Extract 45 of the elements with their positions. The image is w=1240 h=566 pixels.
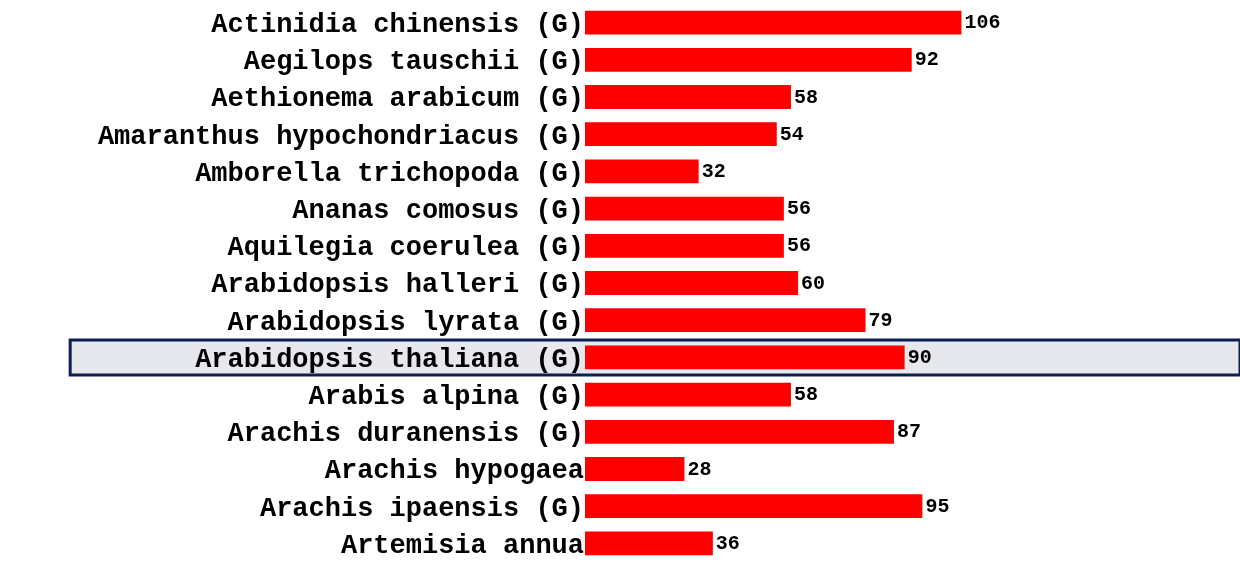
y-tick-label: Arachis hypogaea [324, 456, 584, 487]
bar [585, 531, 713, 556]
bar [585, 159, 699, 184]
bar [585, 382, 791, 407]
y-tick-label: Aegilops tauschii (G) [243, 47, 584, 78]
bar [585, 85, 791, 109]
data-label: 36 [715, 531, 740, 555]
data-label: 54 [779, 122, 804, 146]
y-tick-label: Arabidopsis lyrata (G) [227, 307, 584, 338]
bar [585, 47, 912, 72]
y-tick-label: Arabidopsis halleri (G) [211, 270, 584, 301]
data-label: 60 [801, 271, 826, 295]
bar [585, 419, 894, 444]
data-label: 87 [896, 420, 921, 444]
y-tick-label: Arachis ipaensis (G) [259, 493, 584, 524]
data-label: 28 [687, 457, 712, 481]
data-label: 56 [786, 197, 811, 221]
data-label: 32 [701, 159, 726, 183]
data-label: 95 [925, 494, 950, 518]
data-label: 58 [793, 85, 818, 109]
y-tick-label: Arachis duranensis (G) [227, 419, 584, 450]
y-tick-label: Artemisia annua [340, 530, 584, 561]
bar [585, 308, 866, 333]
y-tick-label: Ananas comosus (G) [292, 196, 584, 227]
data-label: 58 [793, 383, 818, 407]
y-tick-label: Amborella trichopoda (G) [195, 158, 584, 189]
bar [585, 196, 784, 221]
y-tick-label: Amaranthus hypochondriacus (G) [97, 121, 584, 152]
bar [585, 345, 905, 370]
y-tick-label: Arabidopsis thaliana (G) [195, 344, 584, 375]
y-tick-label: Aquilegia coerulea (G) [227, 233, 584, 264]
data-label: 92 [914, 48, 939, 72]
y-tick-label: Arabis alpina (G) [308, 382, 584, 413]
bar [585, 10, 962, 35]
y-tick-label: Actinidia chinensis (G) [211, 10, 584, 41]
y-tick-label: Aethionema arabicum (G) [211, 84, 584, 115]
bar [585, 271, 799, 295]
data-label: 106 [964, 11, 1001, 35]
data-label: 56 [786, 234, 811, 258]
bar [585, 233, 784, 258]
bar [585, 122, 777, 147]
data-label: 90 [907, 345, 932, 369]
data-label: 79 [868, 308, 893, 332]
bar [585, 494, 923, 519]
bar [585, 457, 685, 481]
